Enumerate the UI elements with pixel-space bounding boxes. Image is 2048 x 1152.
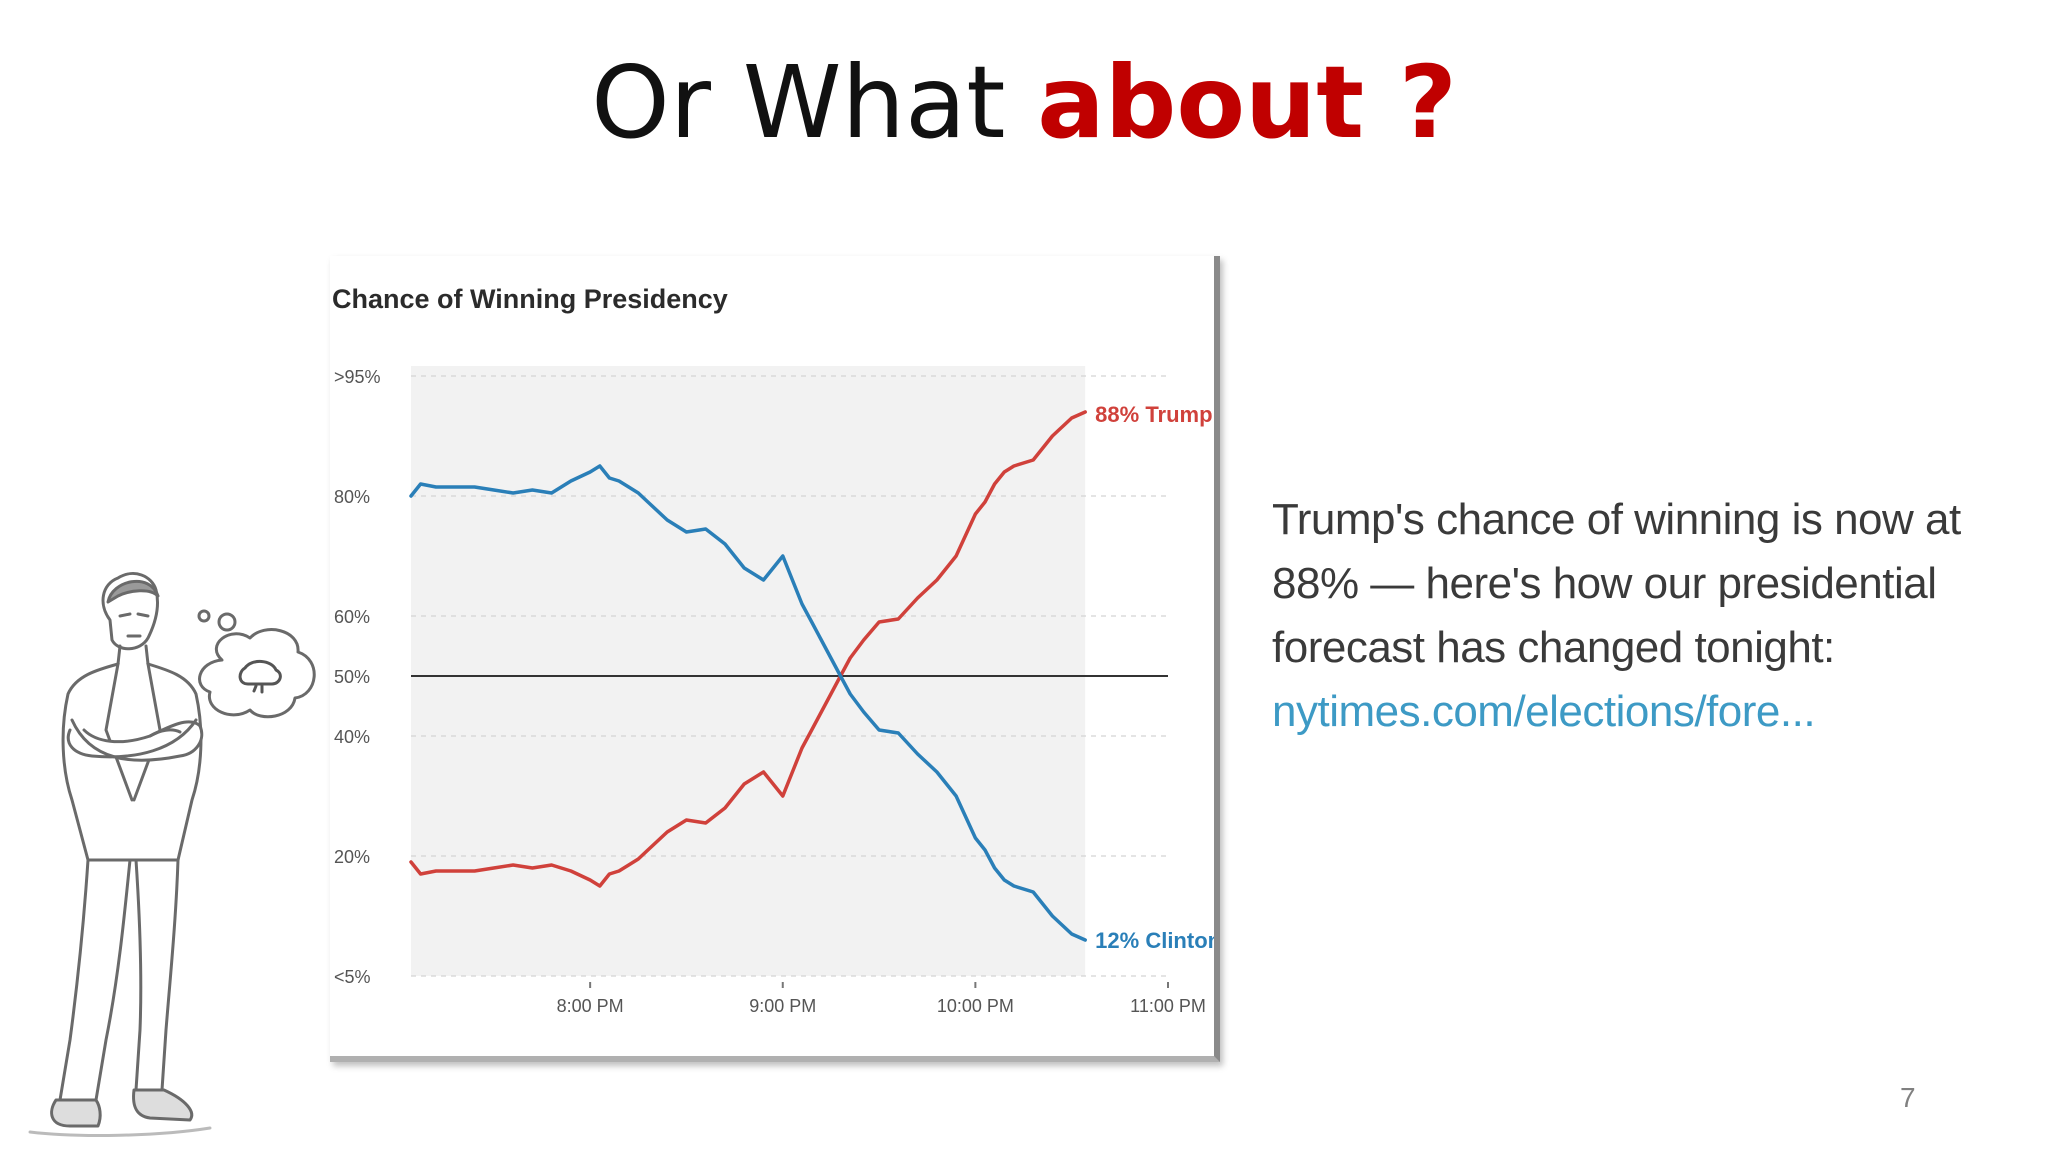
end-label-clinton: 12% Clinton [1095, 928, 1214, 953]
y-tick-label: >95% [334, 367, 381, 387]
slide-title: Or What about ? [0, 38, 2048, 168]
y-tick-label: 20% [334, 847, 370, 867]
chart-title: Chance of Winning Presidency [332, 284, 728, 314]
tweet-link[interactable]: nytimes.com/elections/fore... [1272, 687, 1816, 736]
y-tick-label: 60% [334, 607, 370, 627]
tweet-text-block: Trump's chance of winning is now at 88% … [1272, 488, 2012, 744]
x-tick-label: 9:00 PM [749, 996, 816, 1016]
slide-title-accent: about ? [1037, 44, 1457, 161]
series-line-trump [409, 410, 1087, 888]
thinking-man-illustration [28, 572, 316, 1137]
x-tick-label: 10:00 PM [937, 996, 1014, 1016]
y-tick-label: <5% [334, 967, 371, 987]
plot-shaded-region [411, 366, 1086, 976]
y-tick-label: 50% [334, 667, 370, 687]
x-tick-label: 11:00 PM [1130, 996, 1206, 1016]
page-number: 7 [1900, 1082, 1916, 1113]
end-label-trump: 88% Trump [1095, 402, 1212, 427]
y-tick-label: 40% [334, 727, 370, 747]
y-tick-label: 80% [334, 487, 370, 507]
slide-title-plain: Or What [591, 44, 1038, 161]
x-tick-label: 8:00 PM [557, 996, 624, 1016]
series-line-clinton [409, 464, 1087, 942]
tweet-text: Trump's chance of winning is now at 88% … [1272, 495, 1961, 672]
chart-card: Chance of Winning Presidency >95% 80% 60% 5… [330, 256, 1220, 1062]
presidency-chance-chart: Chance of Winning Presidency >95% 80% 60% 5… [332, 284, 1214, 1016]
